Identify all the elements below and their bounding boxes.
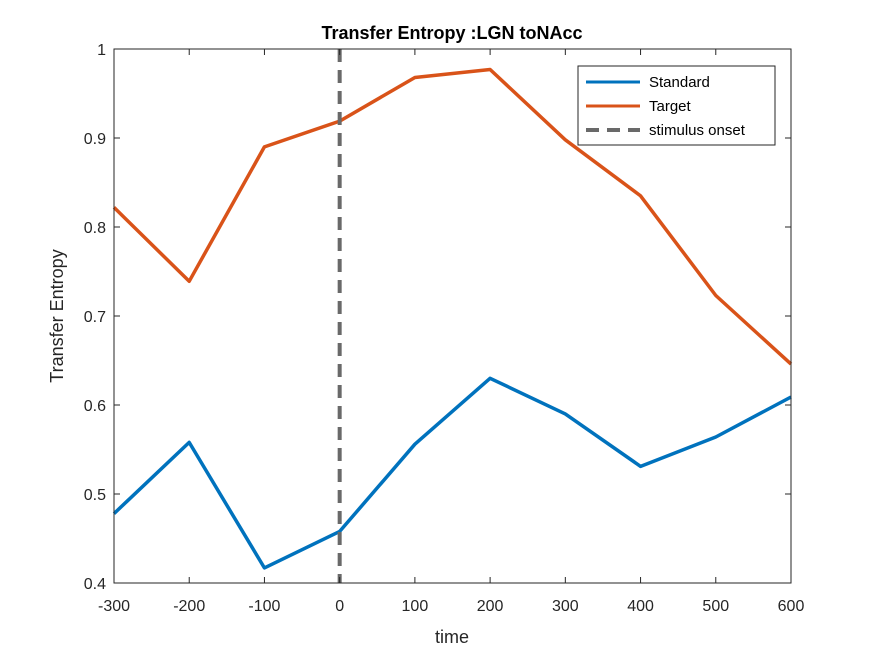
x-tick-label: 500	[702, 598, 729, 615]
x-tick-label: 200	[477, 598, 504, 615]
y-tick-label: 0.6	[84, 398, 106, 415]
legend-label-standard: Standard	[649, 74, 710, 91]
y-tick-label: 0.5	[84, 487, 106, 504]
y-tick-label: 0.7	[84, 309, 106, 326]
y-tick-label: 0.8	[84, 220, 106, 237]
y-axis-label: Transfer Entropy	[47, 249, 67, 382]
legend-label-stimulus-onset: stimulus onset	[649, 122, 746, 139]
x-tick-label: 100	[402, 598, 429, 615]
x-tick-label: -200	[173, 598, 205, 615]
tick-layer: -300 -200 -100 0 100 200 300 400 500 600 0.4 0.5 0.6…	[84, 42, 805, 615]
chart-title: Transfer Entropy :LGN toNAcc	[321, 23, 582, 43]
x-tick-label: 600	[778, 598, 805, 615]
series-line-standard	[112, 376, 792, 570]
x-tick-label: -100	[248, 598, 280, 615]
series-layer	[112, 49, 793, 583]
legend: Standard Target stimulus onset	[577, 65, 776, 146]
x-tick-label: 300	[552, 598, 579, 615]
y-tick-label: 0.9	[84, 131, 106, 148]
y-tick-label: 1	[97, 42, 106, 59]
x-tick-label: 0	[335, 598, 344, 615]
x-tick-label: 400	[627, 598, 654, 615]
axes-box	[113, 48, 792, 584]
y-tick-label: 0.4	[84, 576, 106, 593]
series-line-target	[112, 67, 793, 366]
legend-label-target: Target	[649, 98, 692, 115]
x-tick-label: -300	[98, 598, 130, 615]
x-axis-label: time	[435, 627, 469, 647]
